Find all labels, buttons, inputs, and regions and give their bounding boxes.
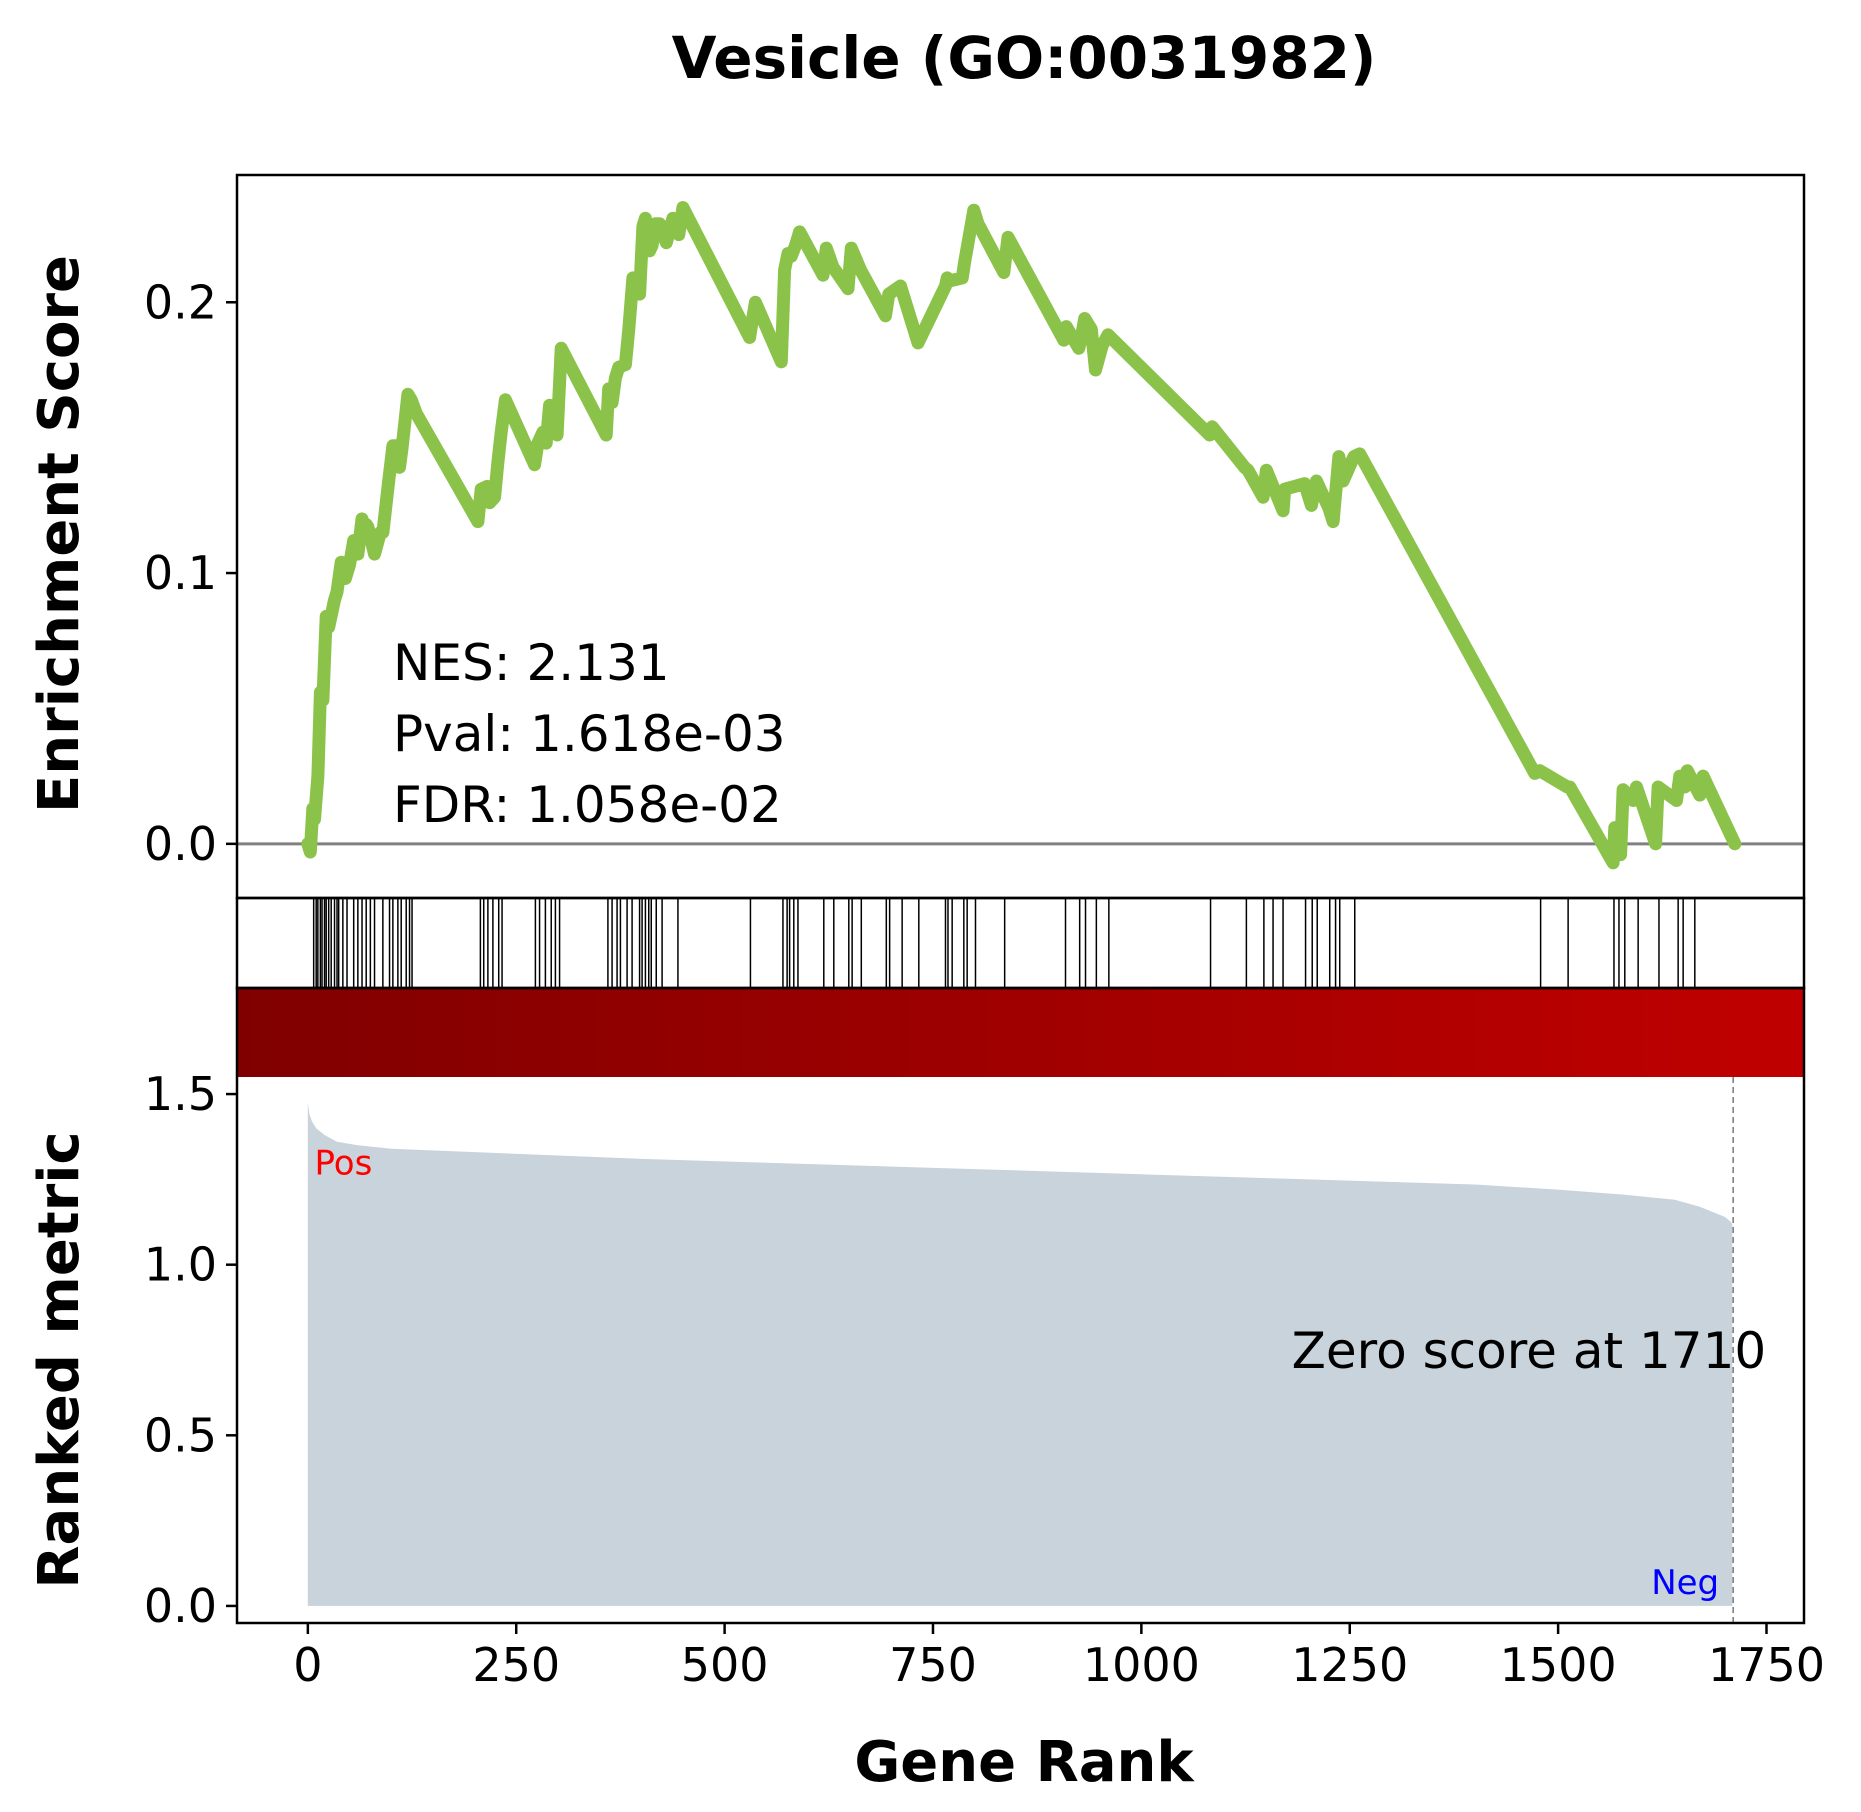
ranked-y-axis-label: Ranked metric [27,1131,92,1588]
nes-text: NES: 2.131 [393,634,670,692]
y-tick-label: 0.0 [144,817,217,871]
pval-text: Pval: 1.618e-03 [393,705,786,763]
x-tick-label: 500 [681,1638,769,1692]
enrichment-panel: NES: 2.131 Pval: 1.618e-03 FDR: 1.058e-0… [27,201,1804,871]
x-axis: 0 250 500 750 1000 1250 1500 1750 [293,1623,1825,1692]
rank-heatmap-bar [237,988,1804,1077]
x-tick-label: 750 [889,1638,977,1692]
hits-frame [235,896,1806,990]
stats-annotation: NES: 2.131 Pval: 1.618e-03 FDR: 1.058e-0… [393,634,786,834]
ranked-metric-panel: Pos Neg Zero score at 1710 0.00.51.01.5 … [27,1067,1766,1633]
x-axis-label: Gene Rank [854,1730,1195,1795]
x-tick-label: 0 [293,1638,322,1692]
y-tick-label: 0.1 [144,546,217,600]
y-tick-label: 1.5 [144,1067,217,1121]
enrichment-score-line [301,201,1742,870]
y-tick-label: 0.5 [144,1408,217,1462]
y-tick-label: 0.2 [144,275,217,329]
neg-label: Neg [1651,1563,1719,1603]
hits-panel [312,898,1696,988]
x-tick-label: 1750 [1708,1638,1825,1692]
hit-lines [312,898,1696,988]
ranked-y-ticks: 0.0 0.5 1.0 1.5 [144,1067,237,1633]
zero-score-label: Zero score at 1710 [1292,1322,1767,1380]
ranked-metric-area [307,1102,1733,1606]
ranked-frame [235,986,1806,1625]
y-tick-label: 1.0 [144,1238,217,1292]
enrichment-y-axis-label: Enrichment Score [27,255,92,813]
x-tick-label: 250 [472,1638,560,1692]
y-tick-label: 0.0 [144,1579,217,1633]
enrichment-y-ticks: 0.0 0.1 0.2 [144,275,237,871]
x-tick-label: 1500 [1500,1638,1617,1692]
chart-title: Vesicle (GO:0031982) [672,24,1377,92]
pos-label: Pos [315,1143,373,1183]
fdr-text: FDR: 1.058e-02 [393,776,782,834]
x-tick-label: 1250 [1291,1638,1408,1692]
enrichment-line-layer [301,201,1742,870]
x-tick-label: 1000 [1083,1638,1200,1692]
